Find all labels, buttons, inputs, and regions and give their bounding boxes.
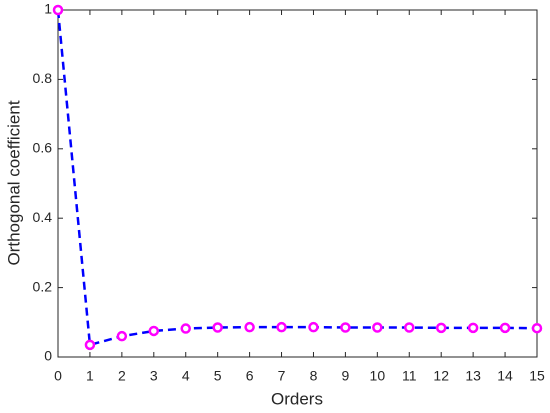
data-marker: [116, 330, 128, 342]
x-tick-label: 10: [370, 368, 386, 384]
data-marker: [372, 322, 383, 333]
y-axis-label: Orthogonal coefficient: [4, 100, 23, 265]
data-marker: [435, 322, 447, 334]
data-marker: [467, 322, 479, 334]
data-marker: [499, 322, 511, 334]
data-marker: [212, 322, 223, 333]
x-tick-label: 12: [433, 368, 449, 384]
x-axis-label: Orders: [271, 389, 323, 408]
x-tick-label: 2: [118, 368, 126, 384]
y-tick-label: 0.4: [33, 209, 53, 225]
y-tick-label: 0.8: [33, 70, 53, 86]
x-tick-label: 15: [529, 368, 545, 384]
x-tick-label: 7: [278, 368, 286, 384]
x-tick-label: 13: [465, 368, 481, 384]
data-marker: [244, 321, 255, 333]
data-marker: [308, 321, 319, 333]
x-tick-label: 6: [246, 368, 254, 384]
axes-box: [57, 9, 538, 358]
data-marker: [276, 321, 287, 333]
x-tick-label: 5: [214, 368, 222, 384]
data-marker: [340, 322, 351, 333]
y-tick-label: 0.6: [33, 140, 53, 156]
x-tick-label: 14: [497, 368, 513, 384]
data-marker: [148, 325, 160, 337]
data-marker: [404, 322, 415, 333]
x-tick-label: 11: [402, 368, 417, 384]
y-tick-label: 0: [44, 348, 52, 364]
data-marker: [52, 4, 64, 16]
x-tick-label: 3: [150, 368, 158, 384]
x-tick-label: 8: [310, 368, 318, 384]
x-tick-label: 4: [182, 368, 190, 384]
data-line: [56, 9, 538, 347]
data-marker: [180, 323, 191, 334]
data-marker: [531, 322, 543, 334]
x-tick-label: 9: [342, 368, 350, 384]
x-tick-label: 1: [86, 368, 94, 384]
x-tick-label: 0: [54, 368, 62, 384]
data-marker: [84, 339, 96, 351]
y-tick-label: 1: [44, 1, 52, 17]
y-tick-label: 0.2: [33, 278, 53, 294]
